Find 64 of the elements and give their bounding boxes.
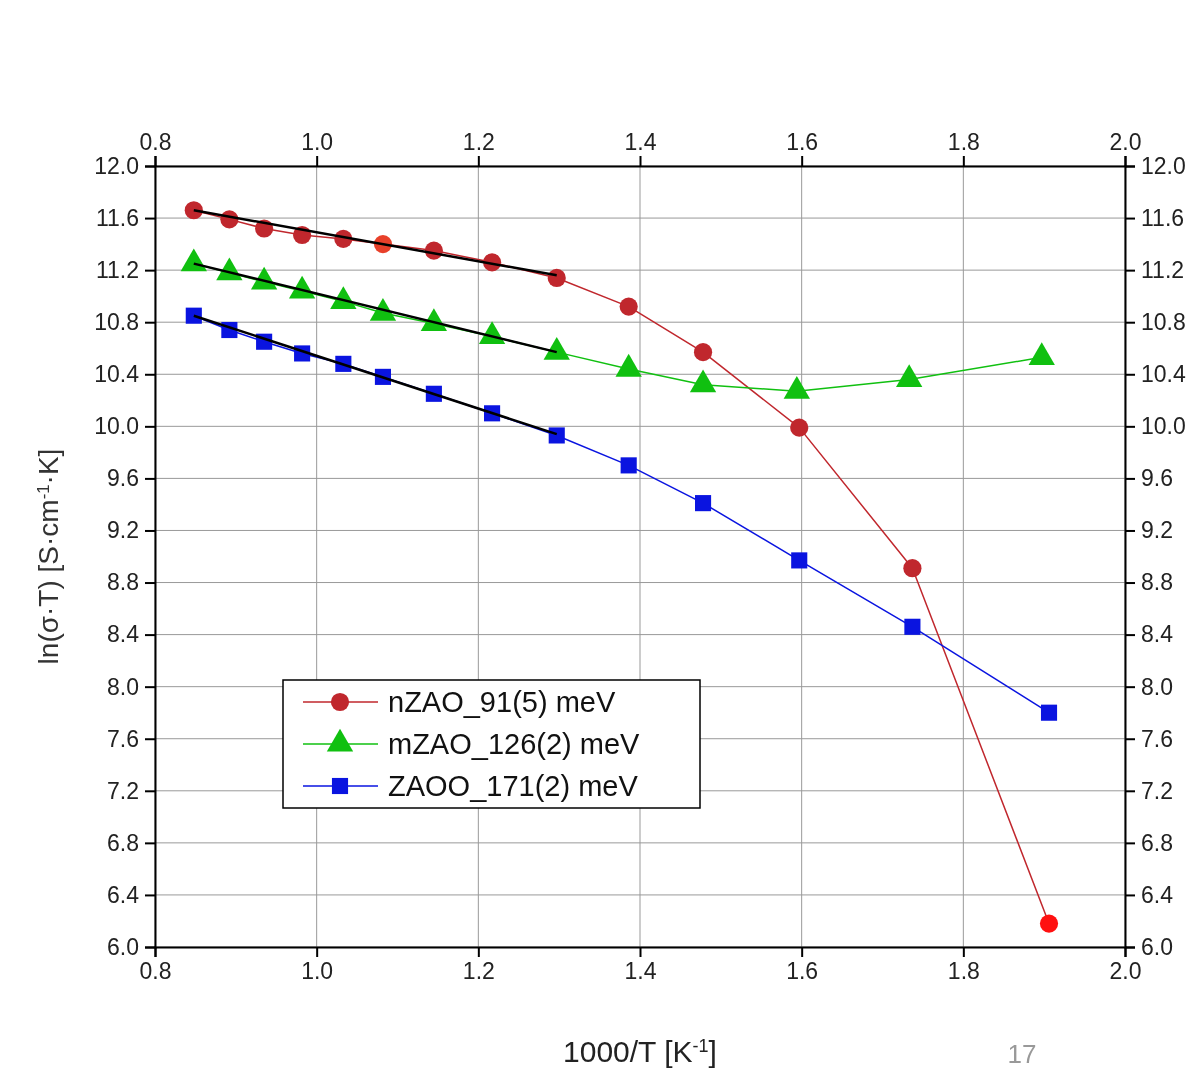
y2-tick-label: 10.8	[1141, 309, 1186, 336]
point	[185, 307, 202, 324]
x-tick-label: 0.8	[139, 129, 172, 155]
y-tick-label: 11.2	[95, 256, 139, 283]
x2-tick-label: 2.0	[1109, 958, 1142, 985]
x2-tick-label: 1.8	[947, 958, 980, 985]
y-tick-label: 11.6	[95, 204, 139, 231]
x-tick-label: 1.6	[786, 129, 819, 155]
point	[903, 559, 922, 578]
y2-tick-label: 6.0	[1141, 933, 1173, 960]
y2-tick-label: 12.0	[1141, 152, 1186, 179]
point	[904, 618, 921, 635]
point	[791, 552, 808, 569]
y-tick-label: 7.6	[107, 725, 139, 752]
legend-label: ZAOO_171(2) meV	[388, 770, 639, 802]
y2-tick-label: 6.4	[1141, 881, 1174, 908]
y2-tick-label: 8.8	[1141, 569, 1173, 596]
legend-label: mZAO_126(2) meV	[388, 728, 641, 760]
y-tick-label: 7.2	[107, 777, 139, 804]
x-axis-title: 1000/T [K$^{-1}$]	[563, 1035, 717, 1068]
point	[694, 495, 712, 512]
x-tick-label: 1.2	[462, 129, 495, 155]
y2-tick-label: 9.2	[1141, 517, 1173, 544]
y2-tick-label: 6.8	[1141, 829, 1173, 856]
y-tick-label: 10.4	[94, 361, 140, 388]
x2-tick-label: 0.8	[139, 958, 172, 985]
y-tick-label: 9.6	[107, 465, 139, 492]
x2-tick-label: 1.6	[786, 958, 819, 985]
x-tick-label: 1.8	[947, 129, 980, 155]
x2-tick-label: 1.4	[624, 958, 657, 985]
y2-tick-label: 10.4	[1141, 361, 1186, 388]
x2-tick-label: 1.2	[462, 958, 495, 985]
x-tick-label: 2.0	[1109, 129, 1142, 155]
point	[547, 268, 566, 288]
point	[1040, 704, 1058, 721]
y2-tick-label: 7.6	[1141, 725, 1173, 752]
point	[548, 427, 565, 444]
y-tick-label: 10.8	[94, 309, 139, 336]
y-tick-label: 9.2	[107, 517, 139, 544]
point	[619, 297, 638, 316]
point	[790, 418, 809, 437]
y2-tick-label: 7.2	[1141, 777, 1173, 804]
y-tick-label: 8.0	[107, 673, 139, 700]
x-tick-label: 1.4	[624, 129, 657, 155]
y2-tick-label: 11.6	[1141, 204, 1185, 231]
text: 17	[1007, 1039, 1037, 1069]
legend-label: nZAO_91(5) meV	[388, 686, 616, 718]
point	[693, 343, 713, 362]
y-tick-label: 6.0	[107, 933, 139, 960]
y-tick-label: 8.8	[107, 569, 139, 596]
y2-tick-label: 8.4	[1141, 621, 1174, 648]
y-tick-label: 8.4	[107, 621, 140, 648]
y-tick-label: 6.4	[107, 881, 140, 908]
y-tick-label: 6.8	[107, 829, 139, 856]
point	[1039, 914, 1059, 933]
y2-tick-label: 11.2	[1141, 256, 1185, 283]
x-tick-label: 1.0	[301, 129, 334, 155]
y2-tick-label: 10.0	[1141, 413, 1186, 440]
y2-tick-label: 8.0	[1141, 673, 1173, 700]
y2-tick-label: 9.6	[1141, 465, 1173, 492]
y-tick-label: 12.0	[94, 152, 139, 179]
x2-tick-label: 1.0	[301, 958, 334, 985]
point	[620, 457, 637, 474]
y-tick-label: 10.0	[94, 413, 139, 440]
